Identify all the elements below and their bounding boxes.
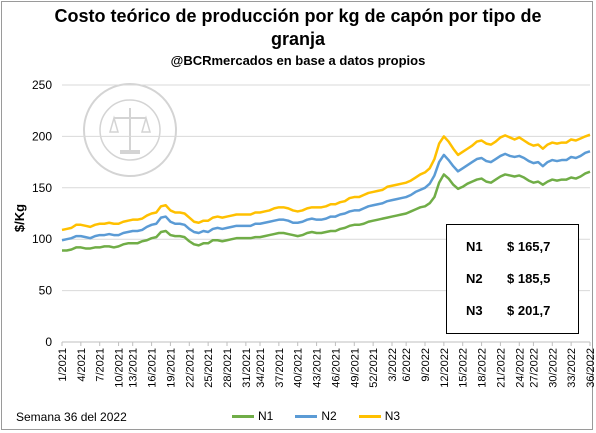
y-tick-label: 200 [32, 129, 52, 143]
series-line-n2 [61, 150, 591, 242]
x-tick-label: 19/2021 [165, 348, 177, 388]
x-tick-label: 34/2021 [255, 348, 267, 388]
latest-values-box: N1 $ 165,7 N2 $ 185,5 N3 $ 201,7 [446, 224, 579, 334]
series-lines [61, 133, 591, 252]
y-tick-label: 50 [39, 284, 53, 298]
x-tick-label: 15/2022 [458, 348, 470, 388]
x-tick-label: 21/2022 [495, 348, 507, 388]
value-label-n3: N3 [466, 303, 483, 318]
value-n3: $ 201,7 [507, 303, 551, 318]
x-axis-ticks: 1/2021 4/2021 7/2021 10/2021 13/2021 16/2021 1… [57, 342, 596, 388]
chart-title-line-2: granja [270, 29, 326, 49]
chart-subtitle: @BCRmercados en base a datos propios [170, 53, 426, 68]
bcr-seal-watermark [83, 83, 177, 177]
x-tick-label: 12/2022 [439, 348, 451, 388]
x-tick-label: 10/2021 [114, 348, 126, 388]
x-tick-label: 40/2021 [293, 348, 305, 388]
legend-label-n3: N3 [384, 409, 401, 423]
x-tick-label: 36/2022 [585, 348, 596, 388]
x-tick-label: 1/2021 [57, 348, 69, 382]
legend-item-n2: N2 [295, 409, 337, 423]
x-tick-label: 43/2021 [312, 348, 324, 388]
x-tick-label: 22/2021 [184, 348, 196, 388]
x-tick-label: 7/2021 [95, 348, 107, 382]
y-axis-ticks: 0 50 100 150 200 250 [32, 78, 52, 349]
value-label-n2: N2 [466, 271, 483, 286]
x-tick-label: 6/2022 [401, 348, 413, 382]
value-n2: $ 185,5 [507, 271, 551, 286]
y-tick-label: 150 [32, 181, 52, 195]
x-tick-label: 13/2021 [128, 348, 140, 388]
chart-legend: N1 N2 N3 [232, 409, 400, 423]
legend-label-n1: N1 [258, 409, 274, 423]
y-axis-label: $/Kg [12, 204, 27, 232]
x-tick-label: 31/2021 [241, 348, 253, 388]
value-n1: $ 165,7 [507, 239, 551, 254]
x-tick-label: 46/2021 [330, 348, 342, 388]
legend-item-n3: N3 [358, 409, 401, 423]
y-tick-label: 0 [45, 335, 52, 349]
y-tick-label: 250 [32, 78, 52, 92]
x-tick-label: 16/2021 [147, 348, 159, 388]
series-line-n1 [62, 170, 591, 252]
legend-swatch-n2 [295, 414, 318, 418]
x-tick-label: 4/2021 [76, 348, 88, 382]
x-tick-label: 28/2021 [222, 348, 234, 388]
legend-item-n1: N1 [232, 409, 273, 423]
x-tick-label: 9/2022 [420, 348, 432, 382]
x-tick-label: 3/2022 [387, 348, 399, 382]
value-label-n1: N1 [466, 239, 483, 254]
x-tick-label: 27/2022 [528, 348, 540, 388]
x-tick-label: 24/2022 [514, 348, 526, 388]
x-tick-label: 33/2022 [566, 348, 578, 388]
x-tick-label: 25/2021 [203, 348, 215, 388]
legend-swatch-n1 [232, 414, 254, 418]
x-tick-label: 30/2022 [547, 348, 559, 388]
series-line-n3 [61, 133, 591, 232]
legend-label-n2: N2 [321, 409, 337, 423]
chart-title-line-1: Costo teórico de producción por kg de ca… [54, 6, 542, 26]
footnote: Semana 36 del 2022 [16, 410, 127, 424]
x-tick-label: 37/2021 [274, 348, 286, 388]
legend-swatch-n3 [358, 414, 381, 418]
x-tick-label: 49/2021 [349, 348, 361, 388]
x-tick-label: 18/2022 [477, 348, 489, 388]
x-tick-label: 52/2021 [368, 348, 380, 388]
y-tick-label: 100 [32, 232, 52, 246]
